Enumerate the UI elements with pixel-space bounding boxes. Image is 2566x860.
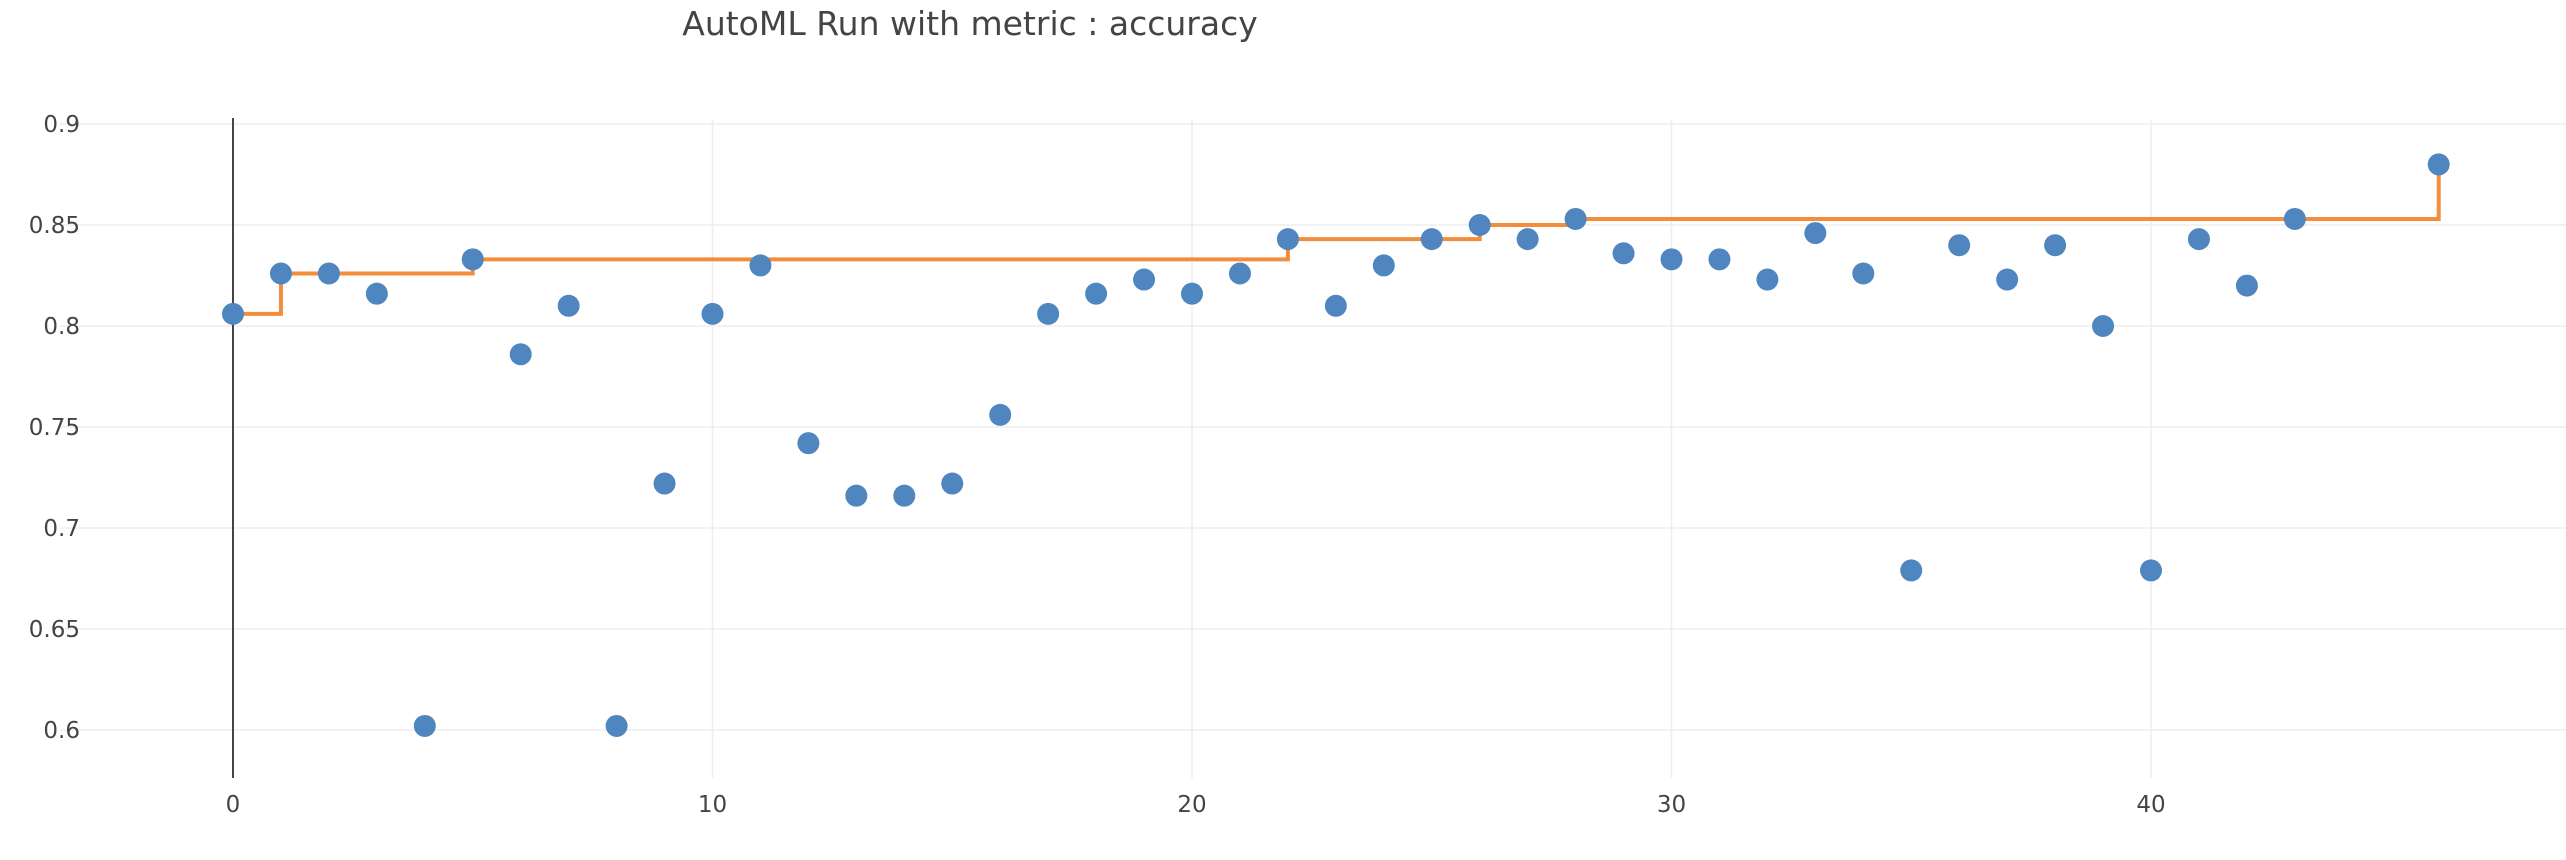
y-tick-label: 0.8: [43, 314, 80, 340]
x-tick-label: 40: [2136, 792, 2165, 818]
data-point: [701, 302, 724, 325]
data-point: [1804, 222, 1827, 245]
data-point: [1228, 262, 1251, 285]
data-point: [893, 484, 916, 507]
chart-title: AutoML Run with metric : accuracy: [682, 4, 1258, 43]
data-point: [1564, 207, 1587, 230]
x-tick-label: 20: [1177, 792, 1206, 818]
x-tick-label: 10: [698, 792, 727, 818]
data-point: [1996, 268, 2019, 291]
y-tick-label: 0.85: [29, 213, 80, 239]
data-point: [365, 282, 388, 305]
data-point: [1948, 234, 1971, 257]
data-point: [1468, 214, 1491, 236]
data-point: [317, 262, 340, 285]
data-point: [941, 472, 964, 495]
y-tick-label: 0.9: [43, 112, 80, 138]
axis-layer: 0.6 0.65 0.7 0.75 0.8 0.85 0.9 0 10 20 30 40: [29, 112, 2166, 818]
data-point: [1516, 228, 1539, 251]
y-tick-label: 0.7: [43, 516, 80, 542]
y-tick-label: 0.6: [43, 718, 80, 744]
data-point: [2140, 559, 2162, 582]
data-point: [1037, 302, 1060, 325]
point-layer: [222, 153, 2450, 737]
best-so-far-line-layer: [233, 164, 2441, 316]
data-point: [509, 343, 532, 366]
data-point: [2187, 228, 2210, 251]
data-point: [1181, 282, 1203, 305]
data-point: [749, 254, 772, 277]
data-point: [1276, 228, 1299, 251]
data-point: [1900, 559, 1923, 582]
data-point: [1085, 282, 1108, 305]
data-point: [989, 403, 1012, 426]
data-point: [653, 472, 676, 495]
y-tick-label: 0.65: [29, 617, 80, 643]
best-so-far-step-line: [233, 164, 2441, 316]
data-point: [605, 714, 628, 737]
data-point: [1133, 268, 1156, 291]
data-point: [1852, 262, 1875, 285]
data-point: [1660, 248, 1683, 271]
data-point: [1756, 268, 1779, 291]
data-point: [845, 484, 868, 507]
data-point: [2427, 153, 2450, 176]
data-point: [1612, 242, 1635, 265]
data-point: [2283, 207, 2306, 230]
data-point: [797, 432, 820, 455]
x-tick-label: 0: [226, 792, 241, 818]
data-point: [1420, 228, 1443, 251]
data-point: [2235, 274, 2258, 297]
data-point: [413, 714, 436, 737]
x-tick-label: 30: [1657, 792, 1686, 818]
y-tick-label: 0.75: [29, 415, 80, 441]
data-point: [461, 248, 484, 271]
data-point: [222, 302, 244, 325]
data-point: [269, 262, 292, 285]
data-point: [1708, 248, 1731, 271]
data-point: [1324, 294, 1347, 317]
data-point: [557, 294, 580, 317]
data-point: [2044, 234, 2067, 257]
data-point: [2092, 315, 2115, 337]
grid-layer: [60, 120, 2566, 778]
data-point: [1372, 254, 1395, 277]
